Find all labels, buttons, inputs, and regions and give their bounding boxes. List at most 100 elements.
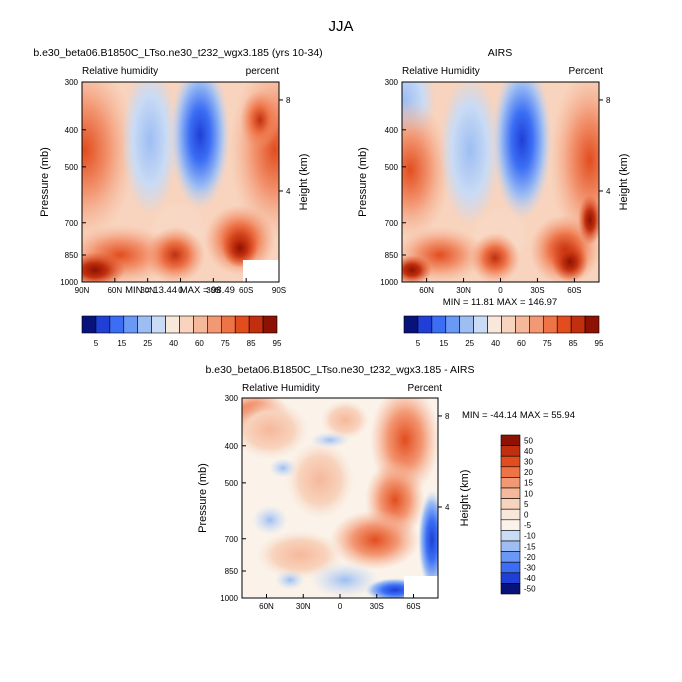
y-tick-label: 1000 (380, 278, 398, 287)
x-tick-label: 90N (75, 286, 90, 295)
colorbar-label: 20 (524, 468, 533, 477)
colorbar-label: -15 (524, 542, 536, 551)
x-tick-label: 30N (296, 602, 311, 611)
panel-model-variable-label: Relative humidity (82, 66, 158, 77)
height-tick-label: 4 (445, 503, 450, 512)
panel-model-axes: 90N 60N 30N 0 30S 60S 90S 300 400 500 700 850 1000 8 4 (60, 78, 291, 295)
colorbar-swatch (165, 315, 180, 334)
colorbar-swatch (584, 315, 600, 334)
panel-obs-variable-label: Relative Humidity (402, 66, 480, 77)
x-tick-label: 60S (567, 286, 581, 295)
panel-model-title: b.e30_beta06.B1850C_LTso.ne30_t232_wgx3.… (33, 47, 322, 59)
colorbar-swatch (500, 561, 521, 574)
y-tick-label: 400 (385, 126, 399, 135)
colorbar-swatch (500, 540, 521, 552)
colorbar-label: 5 (416, 339, 421, 348)
x-tick-label: 30S (530, 286, 544, 295)
colorbar-label: 95 (595, 339, 604, 348)
colorbar-label: 40 (169, 339, 178, 348)
panel-obs-units-label: Percent (569, 66, 604, 77)
panel-obs-heatmap (402, 82, 599, 282)
colorbar-label: 60 (195, 339, 204, 348)
y-tick-label: 500 (385, 163, 399, 172)
panel-model-ylabel: Pressure (mb) (39, 147, 51, 217)
colorbar-label: 15 (439, 339, 448, 348)
x-tick-label: 30S (370, 602, 384, 611)
colorbar-swatch (500, 508, 521, 521)
panel-diff-ylabel-right: Height (km) (459, 470, 471, 527)
colorbar-swatch (542, 315, 558, 334)
panel-diff-heatmap (242, 398, 438, 598)
colorbar-label: -30 (524, 564, 536, 573)
colorbar-label: 5 (524, 500, 529, 509)
panel-diff-axes: 60N 30N 0 30S 60S 300 400 500 700 850 1000 8 4 (220, 394, 450, 611)
y-tick-label: 500 (225, 479, 239, 488)
colorbar-swatch (431, 315, 447, 334)
panel-model-ylabel-right: Height (km) (298, 154, 310, 211)
x-tick-label: 0 (338, 602, 343, 611)
colorbar-label: 25 (143, 339, 152, 348)
height-tick-label: 8 (286, 96, 291, 105)
colorbar-label: 10 (524, 489, 533, 498)
colorbar-label: 5 (94, 339, 99, 348)
panel-obs-title: AIRS (488, 47, 513, 59)
panel-diff-minmax: MIN = -44.14 MAX = 55.94 (462, 410, 575, 421)
x-tick-label: 60N (419, 286, 434, 295)
y-tick-label: 850 (385, 251, 399, 260)
y-tick-label: 1000 (60, 278, 78, 287)
colorbar-swatch (501, 315, 516, 334)
y-tick-label: 700 (65, 219, 79, 228)
colorbar-swatch (500, 583, 521, 595)
colorbar-swatch (207, 315, 222, 334)
colorbar-label: 85 (569, 339, 578, 348)
colorbar-label: 40 (491, 339, 500, 348)
colorbar-label: 0 (524, 511, 529, 520)
x-tick-label: 60S (406, 602, 420, 611)
colorbar-swatch (445, 315, 461, 334)
colorbar-swatch (500, 530, 521, 542)
colorbar-swatch (473, 315, 488, 334)
panel-diff: b.e30_beta06.B1850C_LTso.ne30_t232_wgx3.… (197, 364, 575, 611)
panel-model-colorbar: 5 15 25 40 60 75 85 95 (81, 315, 282, 348)
x-tick-label: 30N (140, 286, 155, 295)
colorbar-swatch (529, 315, 544, 334)
colorbar-label: 75 (221, 339, 230, 348)
colorbar-label: 15 (524, 479, 533, 488)
panel-obs-minmax: MIN = 11.81 MAX = 146.97 (443, 297, 557, 308)
colorbar-swatch (459, 315, 474, 334)
colorbar-label: -50 (524, 585, 536, 594)
colorbar-swatch (556, 315, 572, 334)
colorbar-swatch (500, 572, 521, 584)
page-title: JJA (328, 18, 353, 35)
colorbar-swatch (500, 477, 521, 489)
y-tick-label: 300 (385, 78, 399, 87)
x-tick-label: 0 (178, 286, 183, 295)
colorbar-swatch (570, 315, 586, 334)
x-tick-label: 90S (272, 286, 286, 295)
x-tick-label: 30N (456, 286, 471, 295)
colorbar-swatch (500, 466, 521, 478)
y-tick-label: 500 (65, 163, 79, 172)
y-tick-label: 700 (225, 535, 239, 544)
x-tick-label: 60N (107, 286, 122, 295)
y-tick-label: 400 (225, 442, 239, 451)
panel-model: b.e30_beta06.B1850C_LTso.ne30_t232_wgx3.… (33, 47, 322, 348)
colorbar-swatch (500, 487, 521, 499)
colorbar-label: 75 (543, 339, 552, 348)
y-tick-label: 300 (65, 78, 79, 87)
x-tick-label: 60S (239, 286, 253, 295)
panel-obs-ylabel: Pressure (mb) (357, 147, 369, 217)
colorbar-swatch (123, 315, 139, 334)
colorbar-swatch (248, 315, 264, 334)
y-tick-label: 1000 (220, 594, 238, 603)
colorbar-label: 40 (524, 447, 533, 456)
x-tick-label: 30S (206, 286, 220, 295)
colorbar-swatch (193, 315, 208, 334)
height-tick-label: 4 (286, 187, 291, 196)
colorbar-swatch (500, 519, 521, 531)
panel-model-minmax: MIN = 13.44 MAX = 98.49 (125, 285, 235, 296)
y-tick-label: 300 (225, 394, 239, 403)
height-tick-label: 8 (445, 412, 450, 421)
panel-obs-ylabel-right: Height (km) (618, 154, 630, 211)
